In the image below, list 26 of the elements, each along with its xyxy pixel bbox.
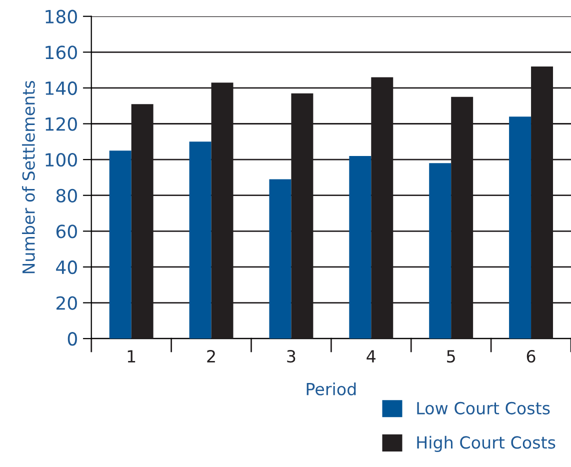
y-tick-label: 20 <box>56 296 77 310</box>
y-tick-label: 160 <box>46 46 77 60</box>
y-tick-label: 140 <box>46 81 77 96</box>
x-tick-label: 1 <box>128 350 136 362</box>
bar <box>189 142 212 339</box>
bar <box>269 179 292 339</box>
x-axis-title: Period <box>306 382 356 396</box>
y-tick-label: 120 <box>46 117 77 131</box>
x-tick-label: 2 <box>207 350 215 362</box>
x-tick-label: 5 <box>447 350 455 363</box>
bar <box>509 116 532 339</box>
y-tick-label: 180 <box>46 10 77 24</box>
y-tick-label: 0 <box>68 332 77 346</box>
bar <box>349 156 372 339</box>
y-axis-title: Number of Settlements <box>22 80 35 274</box>
y-tick-label: 80 <box>56 188 77 202</box>
legend-label: Low Court Costs <box>417 402 550 414</box>
x-tick-label: 6 <box>526 350 536 363</box>
y-tick-label: 60 <box>56 224 77 238</box>
x-tick-label: 4 <box>366 350 376 362</box>
x-tick-label: 3 <box>287 350 296 363</box>
y-tick-label: 40 <box>56 260 77 274</box>
bar <box>109 150 132 339</box>
bar <box>429 163 452 339</box>
legend-label: High Court Costs <box>417 436 556 452</box>
y-tick-label: 100 <box>46 153 77 167</box>
